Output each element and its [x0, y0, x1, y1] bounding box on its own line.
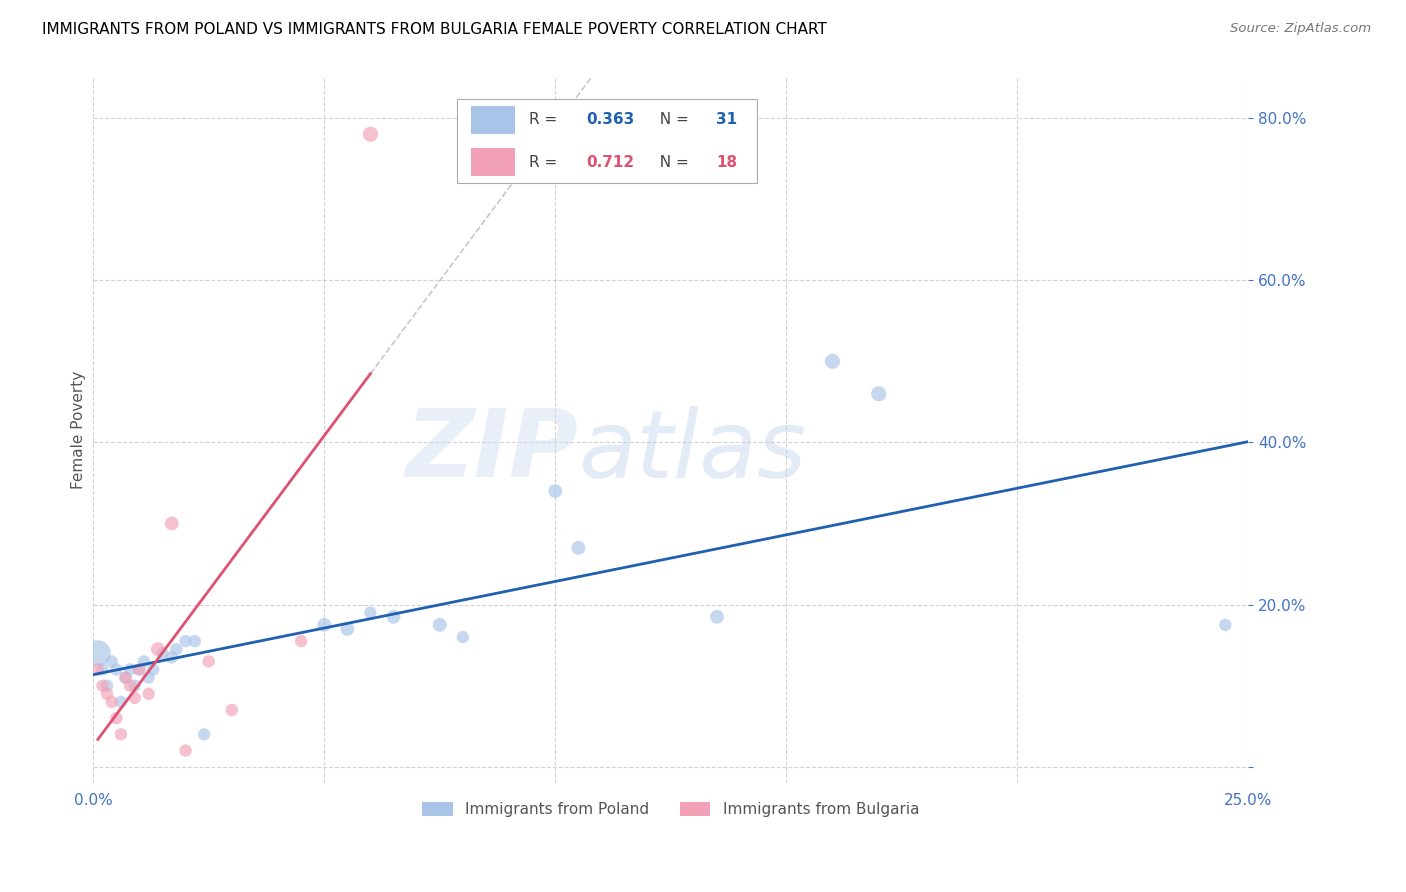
Point	[152, 646, 174, 660]
Y-axis label: Female Poverty: Female Poverty	[72, 371, 86, 490]
Text: 31: 31	[716, 112, 737, 128]
Text: Source: ZipAtlas.com: Source: ZipAtlas.com	[1230, 22, 1371, 36]
Point	[197, 654, 219, 668]
Point	[146, 642, 169, 657]
FancyBboxPatch shape	[457, 99, 758, 183]
Point	[184, 634, 207, 648]
Text: atlas: atlas	[578, 406, 807, 497]
Text: R =: R =	[529, 112, 562, 128]
Point	[160, 650, 183, 665]
Point	[124, 690, 146, 705]
Point	[87, 646, 110, 660]
Point	[110, 695, 132, 709]
Point	[120, 679, 142, 693]
FancyBboxPatch shape	[471, 148, 515, 177]
Point	[382, 609, 405, 624]
Text: ZIP: ZIP	[405, 405, 578, 498]
Point	[429, 618, 451, 632]
Point	[120, 663, 142, 677]
Point	[359, 606, 381, 620]
Point	[91, 679, 114, 693]
Point	[128, 663, 150, 677]
Text: 18: 18	[716, 154, 737, 169]
Point	[544, 484, 567, 499]
Point	[124, 679, 146, 693]
Point	[114, 671, 136, 685]
Point	[165, 642, 187, 657]
Point	[567, 541, 589, 555]
Point	[821, 354, 844, 368]
Point	[160, 516, 183, 531]
Point	[290, 634, 312, 648]
Text: N =: N =	[650, 112, 693, 128]
Point	[868, 386, 890, 401]
Text: 0.712: 0.712	[586, 154, 634, 169]
Point	[91, 663, 114, 677]
Point	[105, 711, 128, 725]
Point	[132, 654, 155, 668]
Point	[174, 743, 197, 757]
Point	[128, 663, 150, 677]
Point	[138, 687, 160, 701]
Point	[221, 703, 243, 717]
Point	[87, 663, 110, 677]
FancyBboxPatch shape	[471, 105, 515, 134]
Point	[451, 630, 474, 644]
Point	[138, 671, 160, 685]
Legend: Immigrants from Poland, Immigrants from Bulgaria: Immigrants from Poland, Immigrants from …	[415, 795, 927, 825]
Point	[359, 127, 381, 141]
Text: R =: R =	[529, 154, 562, 169]
Point	[105, 663, 128, 677]
Point	[142, 663, 165, 677]
Point	[114, 671, 136, 685]
Text: 0.363: 0.363	[586, 112, 634, 128]
Point	[314, 618, 336, 632]
Point	[174, 634, 197, 648]
Point	[96, 687, 118, 701]
Point	[336, 622, 359, 636]
Text: N =: N =	[650, 154, 693, 169]
Point	[96, 679, 118, 693]
Text: IMMIGRANTS FROM POLAND VS IMMIGRANTS FROM BULGARIA FEMALE POVERTY CORRELATION CH: IMMIGRANTS FROM POLAND VS IMMIGRANTS FRO…	[42, 22, 827, 37]
Point	[1213, 618, 1236, 632]
Point	[110, 727, 132, 741]
Point	[100, 695, 122, 709]
Point	[706, 609, 728, 624]
Point	[100, 654, 122, 668]
Point	[193, 727, 215, 741]
